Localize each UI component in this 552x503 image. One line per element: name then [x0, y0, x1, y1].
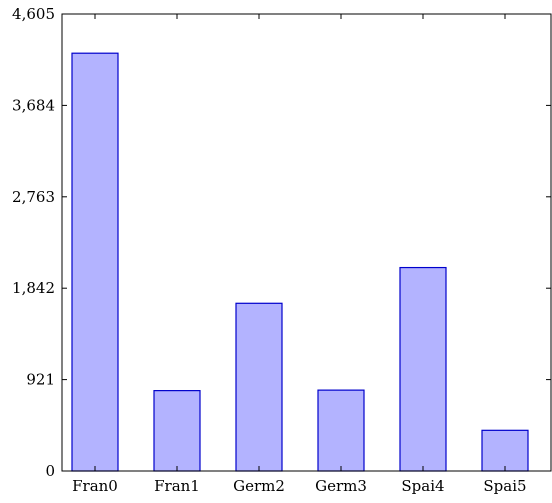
- bar-spai5: [481, 429, 529, 472]
- x-tick-label-fran0: Fran0: [72, 477, 118, 495]
- x-tick-label-germ3: Germ3: [315, 477, 367, 495]
- x-tick-label-spai4: Spai4: [401, 477, 444, 495]
- y-tick-label: 1,842: [12, 279, 55, 297]
- x-tick-label-fran1: Fran1: [154, 477, 200, 495]
- y-ticks-group: 0 921 1,842 2,763 3,684 4,605: [12, 5, 551, 480]
- y-tick-label: 4,605: [12, 5, 55, 23]
- x-tick-label-germ2: Germ2: [233, 477, 285, 495]
- bar-germ2: [235, 302, 283, 472]
- bar-fran0: [71, 52, 119, 472]
- bar-germ3: [317, 389, 365, 472]
- x-tick-label-spai5: Spai5: [483, 477, 526, 495]
- bar-fran1: [153, 390, 201, 472]
- y-tick-label: 2,763: [12, 188, 55, 206]
- y-tick-label: 3,684: [12, 96, 55, 114]
- x-ticks-group: Fran0 Fran1 Germ2 Germ3 Spai4 Spai5: [72, 14, 527, 495]
- bar-spai4: [399, 266, 447, 472]
- y-tick-label: 0: [45, 462, 55, 480]
- axes-group: [61, 13, 552, 472]
- y-tick-label: 921: [26, 371, 55, 389]
- bars-group: [71, 52, 529, 472]
- plot-frame: [61, 13, 552, 472]
